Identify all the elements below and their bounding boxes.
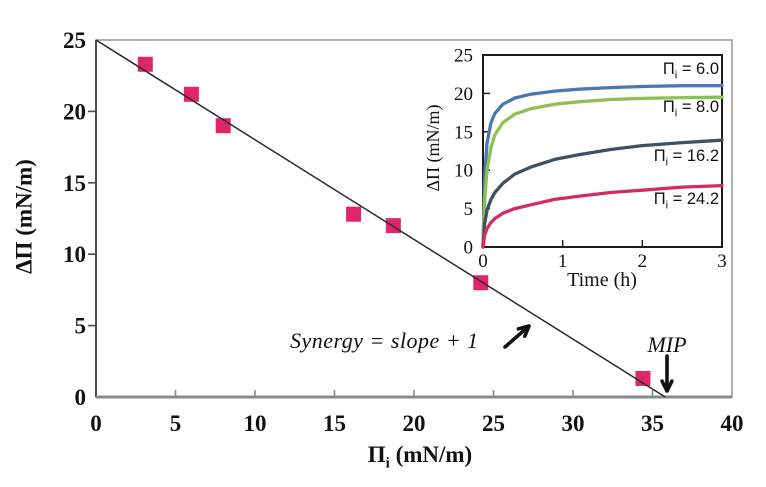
mip-arrow-down-icon [660, 354, 674, 393]
series-label-subscript: i [674, 69, 678, 82]
series-label-value: = 24.2 [668, 190, 719, 208]
series-label-value: = 6.0 [677, 60, 719, 78]
series-label-subscript: i [674, 107, 678, 120]
inset-y-tick-label: 0 [464, 238, 474, 259]
inset-curve [481, 183, 724, 249]
series-label-value: = 8.0 [677, 98, 719, 116]
inset-y-tick-label: 10 [454, 161, 473, 182]
x-tick-label: 0 [90, 411, 102, 436]
series-label-16-2: Πi = 16.2 [654, 148, 719, 168]
inset-curve [481, 84, 724, 249]
inset-y-tick-label: 25 [454, 46, 473, 67]
mip-annotation: MIP [647, 332, 687, 357]
x-tick-label: 35 [641, 411, 664, 436]
y-tick-label: 20 [63, 99, 86, 124]
series-label-value: = 16.2 [668, 147, 719, 165]
y-tick-label: 25 [63, 28, 86, 53]
x-tick-label: 25 [482, 411, 505, 436]
x-title-symbol: Π [367, 442, 386, 467]
inset-x-tick-label: 0 [478, 251, 488, 272]
inset-x-tick-label: 1 [558, 251, 568, 272]
main-y-axis-title: ΔΠ (mN/m) [11, 159, 37, 274]
inset-y-tick-label: 20 [454, 84, 473, 105]
series-label-subscript: i [665, 199, 669, 212]
x-tick-label: 40 [721, 411, 744, 436]
x-tick-label: 15 [323, 411, 346, 436]
series-label-symbol: Π [662, 60, 675, 78]
x-tick-label: 20 [403, 411, 426, 436]
series-label-8-0: Πi = 8.0 [663, 99, 719, 119]
series-label-symbol: Π [662, 98, 675, 116]
x-tick-label: 30 [562, 411, 585, 436]
trend-line [95, 39, 666, 398]
series-label-6-0: Πi = 6.0 [663, 61, 719, 81]
y-tick-label: 0 [75, 385, 87, 410]
data-point [635, 370, 651, 386]
inset-curve [481, 138, 724, 249]
synergy-arrow-ne-icon [503, 324, 531, 349]
inset-y-tick-label: 5 [464, 199, 474, 220]
x-tick-label: 5 [170, 411, 182, 436]
x-title-subscript: i [385, 455, 390, 472]
y-tick-label: 15 [63, 171, 86, 196]
series-label-24-2: Πi = 24.2 [654, 191, 719, 211]
x-title-units: (mN/m) [389, 442, 473, 467]
main-x-axis-title: Πi (mN/m) [330, 443, 510, 472]
series-label-subscript: i [665, 156, 669, 169]
inset-x-axis-title: Time (h) [567, 269, 637, 291]
inset-curve [481, 95, 724, 249]
inset-x-tick-label: 2 [638, 251, 648, 272]
inset-x-tick-label: 3 [717, 251, 727, 272]
x-tick-label: 10 [244, 411, 267, 436]
series-label-symbol: Π [653, 190, 666, 208]
y-tick-label: 10 [63, 242, 86, 267]
series-label-symbol: Π [653, 147, 666, 165]
data-point [346, 206, 362, 222]
synergy-annotation: Synergy = slope + 1 [290, 328, 479, 353]
inset-y-tick-label: 15 [454, 122, 473, 143]
inset-y-axis-title: ΔΠ (mN/m) [423, 104, 443, 192]
data-point [137, 56, 153, 72]
y-tick-label: 5 [75, 314, 87, 339]
